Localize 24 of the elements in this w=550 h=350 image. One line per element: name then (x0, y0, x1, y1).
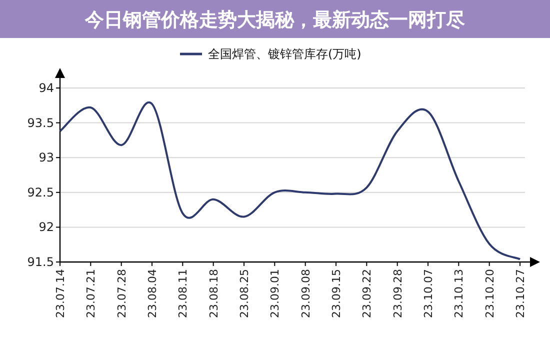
y-tick-label: 93.5 (27, 116, 54, 130)
chart-title: 今日钢管价格走势大揭秘，最新动态一网打尽 (84, 9, 466, 31)
x-tick-label: 23.09.08 (299, 269, 312, 318)
legend-label: 全国焊管、镀锌管库存(万吨) (208, 47, 362, 61)
x-tick-label: 23.10.13 (452, 269, 466, 318)
x-tick-label: 23.08.11 (176, 269, 190, 318)
x-tick-label: 23.07.28 (115, 269, 128, 318)
y-tick-label: 92 (38, 220, 54, 234)
x-tick-label: 23.09.01 (268, 269, 282, 318)
x-tick-label: 23.09.22 (360, 269, 374, 318)
x-tick-label: 23.10.27 (514, 269, 527, 318)
x-tick-label: 23.08.25 (238, 269, 251, 318)
y-tick-label: 91.5 (27, 255, 54, 269)
x-tick-label: 23.10.20 (483, 269, 496, 318)
x-tick-label: 23.09.15 (330, 269, 343, 318)
x-tick-label: 23.07.14 (54, 269, 67, 318)
x-tick-label: 23.08.18 (207, 269, 220, 318)
x-tick-label: 23.10.07 (422, 269, 435, 318)
y-tick-label: 93 (38, 150, 54, 165)
x-tick-label: 23.07.21 (84, 269, 98, 318)
x-tick-label: 23.08.04 (146, 269, 159, 318)
y-tick-label: 92.5 (27, 185, 54, 200)
y-tick-label: 94 (38, 81, 54, 95)
x-tick-label: 23.09.28 (391, 269, 404, 318)
